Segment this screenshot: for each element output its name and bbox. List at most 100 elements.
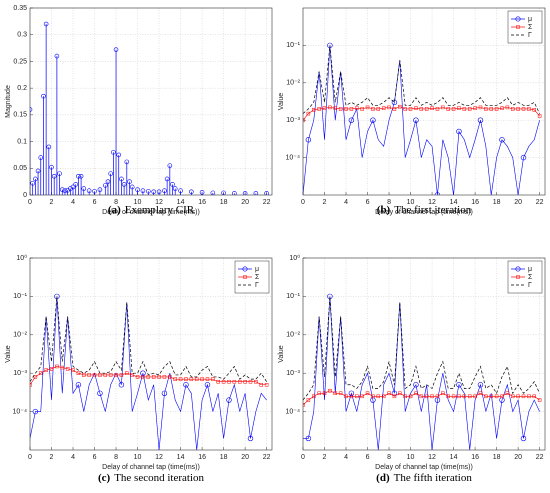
- point-marker: [328, 105, 332, 110]
- x-tick-label: 18: [220, 454, 228, 461]
- point-marker: [146, 375, 151, 379]
- stem-marker: [62, 188, 68, 194]
- point-marker: [478, 105, 483, 110]
- point-marker: [173, 377, 177, 381]
- y-tick-label: 0.3: [17, 32, 27, 39]
- x-tick-label: 2: [50, 199, 54, 206]
- stem-marker: [54, 53, 60, 59]
- x-axis-label: Delay of channel tap (time(ms)): [375, 209, 473, 216]
- stem-marker: [242, 191, 248, 195]
- stem-marker: [68, 186, 73, 191]
- point-marker: [65, 367, 70, 371]
- series-line: [30, 296, 267, 450]
- point-marker: [92, 373, 97, 377]
- point-marker: [414, 106, 418, 110]
- point-marker: [521, 394, 526, 399]
- stem-marker: [41, 93, 46, 99]
- y-tick-label: 10⁻¹: [13, 293, 27, 300]
- stem-marker: [49, 164, 54, 170]
- point-marker: [303, 403, 305, 407]
- point-marker: [376, 394, 381, 399]
- legend-marker: [242, 266, 248, 272]
- y-tick-label: 10⁻³: [286, 117, 300, 124]
- y-tick-label: 10⁻¹: [286, 293, 300, 300]
- point-marker: [103, 373, 108, 377]
- point-marker: [516, 107, 520, 111]
- caption-label: (a): [108, 204, 121, 216]
- point-marker: [387, 391, 391, 396]
- x-tick-label: 10: [134, 454, 142, 461]
- point-marker: [338, 107, 343, 111]
- point-marker: [118, 382, 125, 388]
- stem-marker: [92, 188, 97, 194]
- x-tick-label: 14: [177, 199, 185, 206]
- legend-label: μ: [528, 16, 532, 23]
- x-tick-label: 10: [407, 454, 415, 461]
- point-marker: [44, 368, 48, 372]
- point-marker: [413, 117, 419, 123]
- caption-text: The second iteration: [114, 472, 204, 484]
- stem-marker: [189, 189, 194, 195]
- point-marker: [424, 107, 429, 111]
- x-tick-label: 22: [263, 199, 271, 206]
- point-marker: [108, 373, 113, 377]
- point-marker: [451, 394, 456, 399]
- x-tick-label: 0: [28, 199, 32, 206]
- stem-marker: [129, 184, 135, 190]
- x-tick-label: 16: [471, 199, 479, 206]
- x-tick-label: 0: [301, 199, 305, 206]
- point-marker: [205, 377, 210, 381]
- point-marker: [457, 106, 461, 110]
- y-tick-label: 0.15: [13, 112, 27, 119]
- point-marker: [305, 435, 312, 442]
- y-axis-label: Magnitude: [5, 85, 12, 118]
- stem-marker: [35, 168, 41, 174]
- point-marker: [184, 377, 188, 381]
- y-tick-label: 10⁰: [289, 254, 300, 262]
- caption-label: (b): [377, 204, 391, 216]
- plot-frame: [302, 257, 546, 451]
- series-line: [303, 106, 540, 121]
- stem-marker: [127, 179, 132, 184]
- point-marker: [200, 377, 204, 381]
- x-tick-label: 12: [428, 199, 436, 206]
- point-marker: [381, 106, 386, 110]
- point-marker: [456, 382, 462, 388]
- point-marker: [451, 107, 456, 111]
- legend-label: Σ: [528, 274, 533, 281]
- point-marker: [489, 107, 493, 111]
- point-marker: [457, 394, 461, 399]
- caption-text: Exemplary CIR: [125, 204, 195, 216]
- point-marker: [398, 391, 402, 396]
- chart-panel: 10⁻⁴ 10⁻³ 10⁻² 10⁻¹ 10⁰ 0 2 4 6 8 10 12 14 16 18 20 22 De…: [5, 254, 273, 484]
- point-marker: [328, 388, 332, 393]
- point-marker: [243, 379, 247, 384]
- plot-marks: [30, 293, 269, 450]
- stem-marker: [164, 176, 170, 182]
- series-line: [30, 296, 267, 382]
- y-axis-label: Value: [278, 345, 285, 362]
- stem-marker: [30, 107, 33, 112]
- stem-marker: [33, 176, 38, 182]
- point-marker: [413, 382, 419, 388]
- point-marker: [494, 394, 499, 399]
- point-marker: [477, 382, 484, 388]
- point-marker: [520, 154, 527, 161]
- series-line: [303, 296, 540, 450]
- point-marker: [259, 383, 263, 387]
- point-marker: [434, 192, 441, 195]
- legend-label: Γ: [528, 32, 532, 39]
- point-marker: [71, 368, 75, 372]
- point-marker: [477, 117, 484, 123]
- point-marker: [76, 371, 81, 375]
- x-tick-label: 4: [71, 199, 75, 206]
- point-marker: [398, 104, 402, 109]
- point-marker: [462, 394, 467, 399]
- y-tick-label: 10⁻¹: [286, 42, 300, 49]
- point-marker: [500, 106, 504, 110]
- x-tick-label: 10: [134, 199, 142, 206]
- plot-area: [303, 8, 545, 195]
- point-marker: [216, 379, 220, 384]
- plot-frame: [29, 7, 273, 196]
